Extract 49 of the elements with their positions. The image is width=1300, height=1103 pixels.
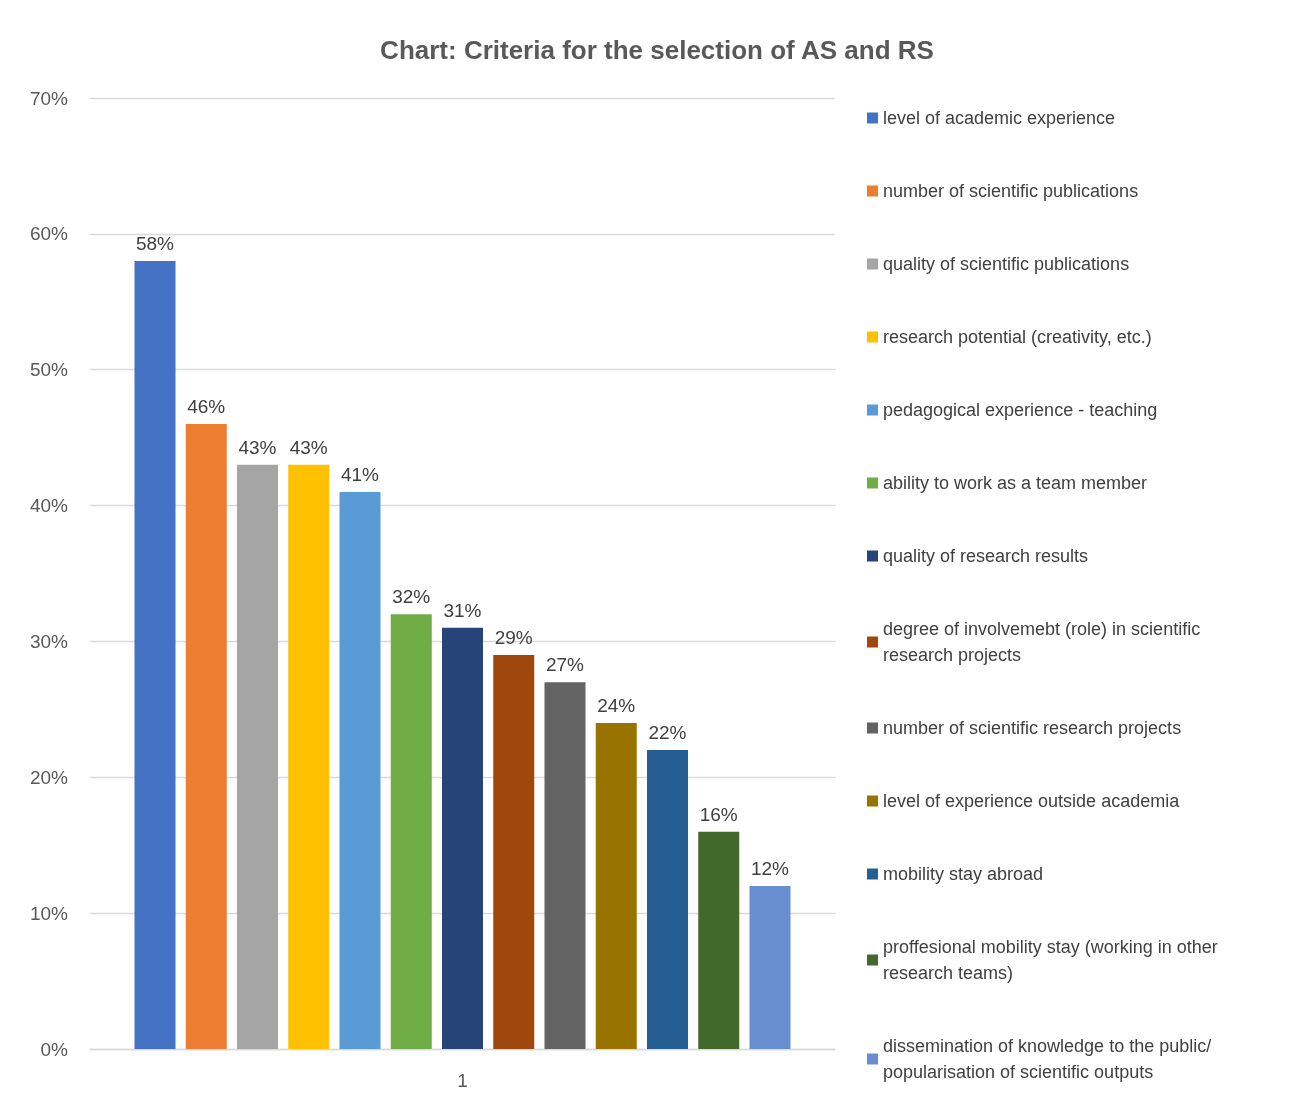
y-tick-label: 50% <box>29 359 69 381</box>
legend-label: quality of research results <box>883 546 1089 566</box>
bar <box>749 885 791 1049</box>
data-label: 29% <box>494 627 533 649</box>
y-tick-label: 20% <box>29 766 69 788</box>
data-label: 58% <box>135 233 175 255</box>
data-label: 22% <box>648 722 687 744</box>
bar <box>647 750 688 1049</box>
legend-label: number of scientific research projects <box>883 718 1182 738</box>
data-label: 41% <box>340 463 380 485</box>
legend-label: research potential (creativity, etc.) <box>883 327 1152 347</box>
data-label: 43% <box>238 436 277 458</box>
y-tick-label: 10% <box>29 902 69 924</box>
bar <box>339 491 381 1049</box>
bar <box>185 424 227 1049</box>
y-tick-label: 70% <box>29 87 69 109</box>
legend-label: quality of scientific publications <box>883 254 1130 274</box>
y-tick-label: 60% <box>29 223 69 245</box>
bar <box>237 464 278 1049</box>
bar <box>493 655 535 1049</box>
legend-label: number of scientific publications <box>883 181 1139 201</box>
x-tick-label: 1 <box>457 1070 468 1091</box>
y-tick-label: 40% <box>29 495 69 517</box>
bar <box>288 464 330 1049</box>
data-label: 46% <box>187 396 226 418</box>
bar <box>442 627 483 1049</box>
legend-label: level of experience outside academia <box>883 791 1181 811</box>
chart-title: Chart: Criteria for the selection of AS and RS <box>380 35 934 65</box>
bar <box>698 831 740 1049</box>
legend-label: level of academic experience <box>883 108 1116 128</box>
legend-label: dissemination of knowledge to the public/ popularisation of scientific outputs <box>883 1036 1217 1082</box>
bar <box>134 261 176 1049</box>
y-tick-label: 0% <box>40 1038 69 1060</box>
data-label: 31% <box>443 599 482 621</box>
data-label: 12% <box>750 857 790 879</box>
legend-label: pedagogical experience - teaching <box>883 400 1158 420</box>
data-label: 32% <box>392 586 431 608</box>
y-tick-label: 30% <box>29 630 69 652</box>
legend-label: mobility stay abroad <box>883 864 1044 884</box>
data-label: 16% <box>699 803 738 825</box>
bar <box>544 682 586 1049</box>
legend-label: proffesional mobility stay (working in other research teams) <box>883 937 1223 983</box>
bar <box>390 614 432 1049</box>
data-label: 24% <box>597 694 636 716</box>
legend-label: ability to work as a team member <box>883 473 1148 493</box>
legend-label: degree of involvemebt (role) in scientific research projects <box>883 619 1206 665</box>
data-label: 43% <box>289 436 328 458</box>
bar <box>595 722 637 1049</box>
data-label: 27% <box>545 654 585 676</box>
